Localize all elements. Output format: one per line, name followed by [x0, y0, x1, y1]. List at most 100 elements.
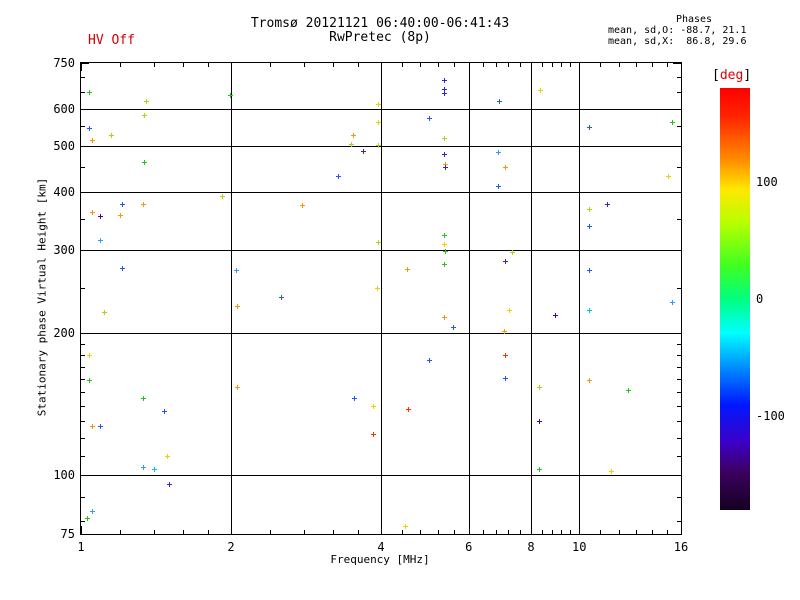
data-point [120, 201, 126, 207]
data-point [87, 352, 93, 358]
y-tick [81, 379, 85, 380]
data-point [97, 424, 103, 430]
plot-subtitle: RwPretec (8p) [329, 30, 431, 45]
x-tick [579, 526, 581, 534]
data-point [503, 165, 509, 171]
data-point [538, 88, 543, 94]
data-point [142, 160, 148, 166]
y-gridline [81, 191, 681, 193]
data-point [220, 193, 226, 199]
x-tick [599, 63, 601, 67]
data-point [151, 467, 157, 473]
data-point [101, 310, 107, 316]
data-point [87, 125, 93, 131]
data-point [587, 125, 593, 131]
data-point [426, 357, 432, 363]
x-tick-label: 4 [377, 540, 385, 554]
data-point [166, 481, 172, 487]
x-tick [381, 526, 382, 534]
y-gridline [81, 475, 681, 477]
y-tick [81, 421, 85, 423]
x-tick [81, 526, 82, 534]
y-tick [677, 354, 681, 356]
data-point [375, 101, 381, 107]
colorbar-tick-label: 100 [756, 174, 778, 189]
y-tick [677, 287, 681, 289]
x-tick [579, 63, 581, 71]
data-point [403, 523, 409, 529]
y-tick [81, 287, 85, 289]
y-tick [81, 167, 85, 169]
x-tick [599, 530, 601, 534]
data-point [441, 233, 447, 239]
colorbar-unit-text: deg [719, 68, 744, 83]
colorbar-tick-label: 0 [756, 292, 764, 306]
data-point [404, 266, 410, 272]
y-tick [81, 496, 85, 498]
x-tick [667, 530, 669, 534]
data-point [235, 384, 241, 390]
colorbar-tick-label: -100 [756, 409, 785, 424]
colorbar-unit-label: [deg] [712, 68, 751, 83]
x-tick [401, 63, 403, 67]
data-point [503, 375, 509, 381]
data-point [536, 384, 542, 390]
y-tick [81, 455, 85, 457]
y-tick [81, 250, 89, 252]
x-tick [519, 63, 521, 67]
data-point [375, 239, 381, 245]
y-tick [81, 392, 85, 394]
data-point [300, 202, 306, 208]
x-tick [120, 63, 122, 67]
data-point [443, 161, 449, 167]
x-gridline [381, 63, 382, 534]
data-point [371, 432, 377, 438]
colorbar-bracket-close: ] [743, 68, 752, 83]
data-point [375, 142, 381, 148]
data-point [89, 210, 95, 215]
y-tick [677, 218, 681, 220]
x-tick [508, 530, 510, 534]
y-gridline [81, 333, 681, 335]
data-point [666, 173, 672, 179]
data-point [336, 173, 342, 179]
y-tick [677, 167, 681, 169]
x-tick [551, 63, 553, 67]
x-tick [636, 63, 638, 67]
data-point [587, 224, 593, 230]
x-tick [667, 63, 669, 67]
x-tick [303, 63, 305, 67]
y-tick [673, 108, 681, 110]
data-point [351, 133, 357, 139]
x-tick [231, 63, 232, 71]
data-point [118, 212, 124, 218]
x-tick-label: 6 [465, 540, 473, 554]
y-tick [673, 191, 681, 193]
x-gridline [579, 63, 581, 534]
y-tick-label: 750 [53, 56, 75, 70]
x-tick [420, 63, 422, 67]
data-point [279, 294, 284, 300]
y-tick [81, 366, 85, 368]
data-point [348, 141, 354, 147]
data-point [670, 300, 676, 306]
y-tick [81, 354, 85, 356]
x-tick-label: 2 [227, 540, 235, 554]
x-tick [420, 530, 422, 534]
data-point [371, 404, 377, 410]
x-tick [561, 530, 563, 534]
x-tick [468, 63, 470, 71]
y-tick [677, 77, 681, 79]
x-tick [468, 526, 470, 534]
x-tick [358, 63, 360, 67]
data-point [501, 329, 507, 335]
data-point [142, 112, 148, 118]
x-tick [401, 530, 403, 534]
x-tick [495, 63, 497, 67]
data-point [89, 508, 95, 514]
x-tick [208, 530, 210, 534]
data-point [162, 408, 168, 414]
data-point [443, 165, 449, 171]
y-tick [673, 333, 681, 335]
data-point [85, 516, 91, 522]
